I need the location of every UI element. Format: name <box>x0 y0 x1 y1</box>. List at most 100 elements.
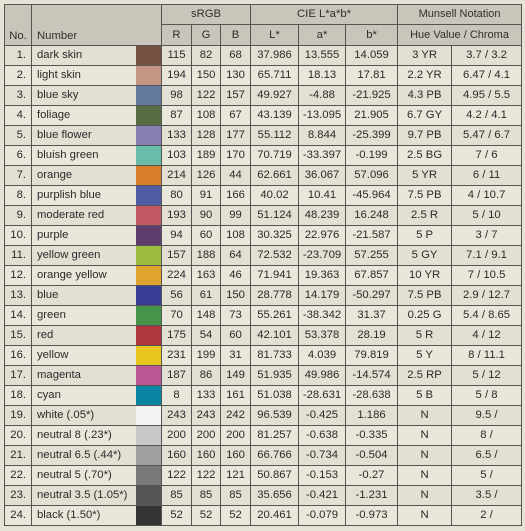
cell-bstar: -21.925 <box>345 85 399 106</box>
color-swatch <box>135 506 161 525</box>
color-swatch <box>135 206 161 225</box>
cell-no: 1. <box>4 45 32 66</box>
cell-swatch <box>135 345 162 366</box>
cell-no: 3. <box>4 85 32 106</box>
color-swatch <box>135 106 161 125</box>
cell-bstar: -45.964 <box>345 185 399 206</box>
cell-r: 94 <box>161 225 192 246</box>
cell-no: 6. <box>4 145 32 166</box>
cell-r: 214 <box>161 165 192 186</box>
cell-b: 121 <box>219 465 252 486</box>
cell-r: 224 <box>161 265 192 286</box>
cell-a: -28.631 <box>298 385 347 406</box>
cell-swatch <box>135 225 162 246</box>
cell-no: 19. <box>4 405 32 426</box>
table-row: 13. blue 56 61 150 28.778 14.179 -50.297 7.5 PB 2… <box>4 285 523 306</box>
table-row: 23. neutral 3.5 (1.05*) 85 85 85 35.656 -0.421… <box>4 485 523 506</box>
cell-a: -0.638 <box>298 425 347 446</box>
colorchecker-table-page: No. Number sRGB CIE L*a*b* Munsell Notat… <box>4 4 523 527</box>
table-row: 3. blue sky 98 122 157 49.927 -4.88 -21.925 4.3 … <box>4 85 523 106</box>
table-row: 1. dark skin 115 82 68 37.986 13.555 14.059 3 YR… <box>4 45 523 66</box>
cell-munsell-hue: 5 B <box>397 385 453 406</box>
cell-munsell-value-chroma: 5.47 / 6.7 <box>451 125 523 146</box>
header-l: L* <box>250 24 300 46</box>
cell-name: moderate red <box>31 205 136 226</box>
cell-bstar: -50.297 <box>345 285 399 306</box>
cell-name: orange <box>31 165 136 186</box>
cell-no: 15. <box>4 325 32 346</box>
cell-a: 53.378 <box>298 325 347 346</box>
color-swatch <box>135 346 161 365</box>
cell-name: bluish green <box>31 145 136 166</box>
cell-munsell-hue: 2.5 RP <box>397 365 453 386</box>
color-swatch <box>135 486 161 505</box>
cell-g: 90 <box>191 205 221 226</box>
cell-r: 70 <box>161 305 192 326</box>
cell-swatch <box>135 265 162 286</box>
cell-l: 37.986 <box>250 45 300 66</box>
cell-g: 82 <box>191 45 221 66</box>
color-swatch <box>135 266 161 285</box>
cell-a: 4.039 <box>298 345 347 366</box>
header-a: a* <box>298 24 347 46</box>
cell-munsell-value-chroma: 2 / <box>451 505 523 526</box>
header-munsell-title: Munsell Notation <box>418 8 501 20</box>
cell-munsell-hue: 5 P <box>397 225 453 246</box>
cell-swatch <box>135 145 162 166</box>
cell-b: 157 <box>219 85 252 106</box>
cell-munsell-hue: 5 Y <box>397 345 453 366</box>
table-row: 24. black (1.50*) 52 52 52 20.461 -0.079 -0.973… <box>4 505 523 526</box>
cell-munsell-hue: 5 GY <box>397 245 453 266</box>
cell-a: 19.363 <box>298 265 347 286</box>
cell-a: -0.421 <box>298 485 347 506</box>
cell-munsell-value-chroma: 5 / 8 <box>451 385 523 406</box>
cell-munsell-hue: 0.25 G <box>397 305 453 326</box>
cell-l: 51.038 <box>250 385 300 406</box>
header-b: B <box>219 24 252 46</box>
cell-l: 42.101 <box>250 325 300 346</box>
cell-r: 85 <box>161 485 192 506</box>
cell-no: 23. <box>4 485 32 506</box>
color-swatch <box>135 166 161 185</box>
cell-name: purple <box>31 225 136 246</box>
cell-b: 130 <box>219 65 252 86</box>
cell-l: 35.656 <box>250 485 300 506</box>
cell-a: -23.709 <box>298 245 347 266</box>
header-bstar: b* <box>345 24 399 46</box>
table-row: 19. white (.05*) 243 243 242 96.539 -0.425 1.18… <box>4 405 523 426</box>
cell-no: 11. <box>4 245 32 266</box>
cell-a: -0.079 <box>298 505 347 526</box>
cell-munsell-value-chroma: 4 / 12 <box>451 325 523 346</box>
cell-l: 49.927 <box>250 85 300 106</box>
cell-b: 166 <box>219 185 252 206</box>
cell-g: 91 <box>191 185 221 206</box>
cell-swatch <box>135 125 162 146</box>
cell-l: 96.539 <box>250 405 300 426</box>
color-swatch <box>135 286 161 305</box>
color-swatch <box>135 326 161 345</box>
cell-munsell-hue: 9.7 PB <box>397 125 453 146</box>
cell-swatch <box>135 285 162 306</box>
cell-munsell-hue: 5 R <box>397 325 453 346</box>
cell-munsell-value-chroma: 7 / 6 <box>451 145 523 166</box>
cell-b: 160 <box>219 445 252 466</box>
cell-l: 50.867 <box>250 465 300 486</box>
cell-munsell-hue: N <box>397 465 453 486</box>
table-row: 8. purplish blue 80 91 166 40.02 10.41 -45.964 7… <box>4 185 523 206</box>
color-swatch <box>135 306 161 325</box>
cell-l: 43.139 <box>250 105 300 126</box>
header-munsell: Munsell Notation <box>397 4 523 25</box>
header-number: Number <box>31 4 162 46</box>
cell-b: 242 <box>219 405 252 426</box>
cell-r: 98 <box>161 85 192 106</box>
cell-name: green <box>31 305 136 326</box>
cell-no: 20. <box>4 425 32 446</box>
cell-munsell-value-chroma: 3.7 / 3.2 <box>451 45 523 66</box>
cell-b: 31 <box>219 345 252 366</box>
table-row: 20. neutral 8 (.23*) 200 200 200 81.257 -0.638… <box>4 425 523 446</box>
cell-munsell-value-chroma: 5.4 / 8.65 <box>451 305 523 326</box>
cell-munsell-value-chroma: 6.5 / <box>451 445 523 466</box>
cell-l: 30.325 <box>250 225 300 246</box>
